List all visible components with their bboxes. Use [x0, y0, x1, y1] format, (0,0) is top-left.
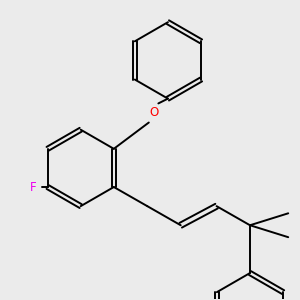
Text: O: O	[149, 106, 158, 119]
Text: F: F	[30, 181, 37, 194]
